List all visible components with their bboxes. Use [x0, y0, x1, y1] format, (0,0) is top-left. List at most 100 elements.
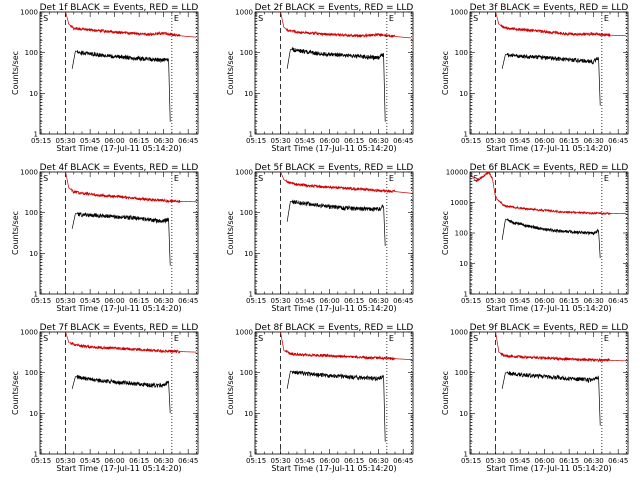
- y-axis-label: Counts/sec: [11, 51, 20, 95]
- x-tick-label: 06:30: [584, 457, 604, 465]
- x-tick-label: 06:00: [320, 297, 340, 305]
- y-tick-label: 1000: [235, 329, 253, 337]
- plot-frame: [254, 331, 414, 455]
- plot-frame: [254, 11, 414, 135]
- end-marker-label: E: [389, 334, 394, 343]
- plot-frame: [469, 331, 629, 455]
- y-tick-label: 10000: [446, 169, 468, 177]
- x-tick-label: 06:30: [369, 137, 389, 145]
- plot-frame: [39, 11, 199, 135]
- x-tick-label: 05:15: [461, 457, 481, 465]
- y-axis-label: Counts/sec: [226, 51, 235, 95]
- plot-frame: [254, 171, 414, 295]
- y-tick-label: 1: [34, 451, 38, 459]
- end-marker-label: E: [604, 14, 609, 23]
- x-tick-label: 05:30: [486, 457, 506, 465]
- y-tick-label: 1: [464, 131, 468, 139]
- y-tick-label: 100: [455, 230, 468, 238]
- x-tick-label: 06:45: [393, 297, 413, 305]
- x-tick-label: 06:00: [535, 457, 555, 465]
- events-series-line: [501, 371, 601, 426]
- panel-title: Det 7f BLACK = Events, RED = LLD: [40, 323, 199, 333]
- events-series-line: [71, 375, 171, 414]
- x-tick-label: 06:15: [559, 297, 579, 305]
- y-tick-label: 1000: [450, 9, 468, 17]
- x-tick-label: 05:45: [295, 457, 315, 465]
- x-axis-label: Start Time (17-Jul-11 05:14:20): [486, 144, 611, 153]
- panel-title: Det 3f BLACK = Events, RED = LLD: [470, 3, 629, 13]
- panel-title: Det 4f BLACK = Events, RED = LLD: [40, 163, 199, 173]
- x-tick-label: 06:30: [154, 297, 174, 305]
- x-tick-label: 06:00: [105, 457, 125, 465]
- lld-series-line: [280, 332, 412, 361]
- lld-series-line: [65, 172, 197, 204]
- x-tick-label: 06:00: [320, 137, 340, 145]
- plot-frame: [39, 331, 199, 455]
- end-marker-label: E: [174, 14, 179, 23]
- x-tick-label: 05:30: [271, 137, 291, 145]
- y-tick-label: 10: [244, 250, 253, 258]
- plot-frame: [469, 11, 629, 135]
- y-tick-label: 100: [25, 369, 38, 377]
- lld-series-line: [280, 172, 412, 194]
- y-tick-label: 100: [240, 49, 253, 57]
- panel-title: Det 8f BLACK = Events, RED = LLD: [255, 323, 414, 333]
- y-tick-label: 1000: [20, 169, 38, 177]
- x-tick-label: 06:45: [178, 457, 198, 465]
- y-tick-label: 1000: [20, 329, 38, 337]
- x-axis-label: Start Time (17-Jul-11 05:14:20): [271, 144, 396, 153]
- start-marker-label: S: [258, 14, 263, 23]
- y-axis-label: Counts/sec: [11, 211, 20, 255]
- x-tick-label: 06:45: [608, 137, 628, 145]
- y-tick-label: 10: [29, 410, 38, 418]
- x-tick-label: 06:45: [393, 137, 413, 145]
- x-axis-label: Start Time (17-Jul-11 05:14:20): [271, 304, 396, 313]
- x-tick-label: 05:45: [80, 297, 100, 305]
- x-tick-label: 06:45: [178, 297, 198, 305]
- y-tick-label: 10: [459, 410, 468, 418]
- panel-det-9f: Det 9f BLACK = Events, RED = LLD 1 10 100 10…: [441, 323, 628, 473]
- x-tick-label: 06:00: [105, 137, 125, 145]
- start-marker-label: S: [473, 334, 478, 343]
- events-series-line: [71, 50, 171, 122]
- end-marker-label: E: [174, 334, 179, 343]
- x-tick-label: 06:45: [178, 137, 198, 145]
- x-tick-label: 06:30: [369, 297, 389, 305]
- y-tick-label: 1000: [450, 199, 468, 207]
- events-series-line: [501, 52, 601, 106]
- x-tick-label: 06:15: [129, 137, 149, 145]
- y-axis-label: Counts/sec: [226, 371, 235, 415]
- y-tick-label: 100: [240, 209, 253, 217]
- y-axis-label: Counts/sec: [441, 371, 450, 415]
- panel-title: Det 1f BLACK = Events, RED = LLD: [40, 3, 199, 13]
- plot-frame: [469, 171, 629, 295]
- x-tick-label: 05:15: [246, 457, 266, 465]
- panel-det-7f: Det 7f BLACK = Events, RED = LLD 1 10 100 10…: [11, 323, 198, 473]
- x-axis-label: Start Time (17-Jul-11 05:14:20): [56, 304, 181, 313]
- x-tick-label: 06:30: [584, 297, 604, 305]
- x-tick-label: 05:30: [486, 297, 506, 305]
- x-axis-label: Start Time (17-Jul-11 05:14:20): [486, 464, 611, 473]
- end-marker-label: E: [174, 174, 179, 183]
- lld-series-line: [65, 12, 197, 38]
- lld-series-line: [495, 332, 627, 363]
- panel-det-1f: Det 1f BLACK = Events, RED = LLD 1 10 100 10…: [11, 3, 198, 153]
- y-tick-label: 10: [244, 410, 253, 418]
- start-marker-label: S: [473, 14, 478, 23]
- panel-det-6f: Det 6f BLACK = Events, RED = LLD 1 10 100 10…: [441, 163, 628, 313]
- events-series-line: [286, 370, 386, 442]
- x-tick-label: 06:15: [344, 457, 364, 465]
- panel-title: Det 9f BLACK = Events, RED = LLD: [470, 323, 629, 333]
- start-marker-label: S: [43, 14, 48, 23]
- x-tick-label: 06:00: [320, 457, 340, 465]
- panel-det-4f: Det 4f BLACK = Events, RED = LLD 1 10 100 10…: [11, 163, 198, 313]
- x-tick-label: 05:30: [56, 297, 76, 305]
- y-tick-label: 100: [455, 49, 468, 57]
- x-tick-label: 06:45: [608, 457, 628, 465]
- y-tick-label: 100: [455, 369, 468, 377]
- lld-series-line: [495, 12, 627, 37]
- panel-det-5f: Det 5f BLACK = Events, RED = LLD 1 10 100 10…: [226, 163, 413, 313]
- x-tick-label: 06:15: [129, 457, 149, 465]
- start-marker-label: S: [258, 174, 263, 183]
